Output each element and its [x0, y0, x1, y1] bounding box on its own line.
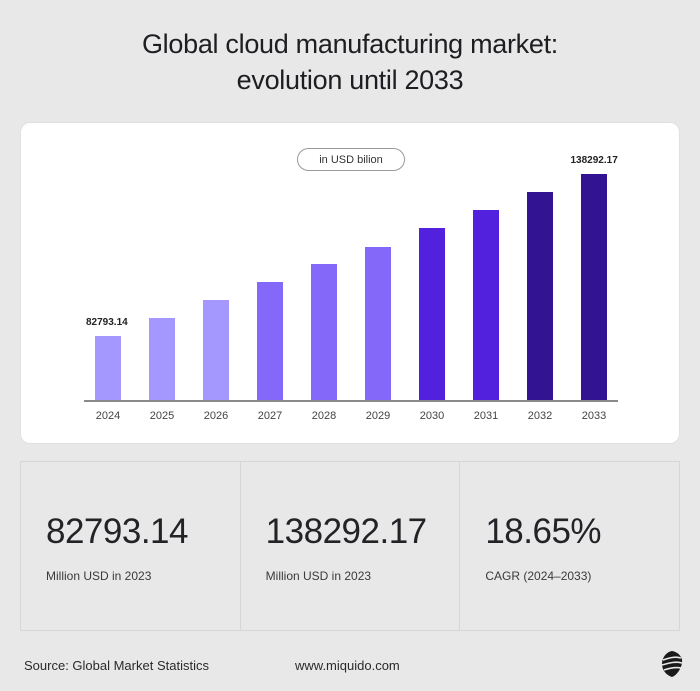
- bar-2024: [95, 336, 121, 400]
- x-tick-label: 2031: [473, 410, 499, 422]
- x-tick-label: 2028: [311, 410, 337, 422]
- x-tick-label: 2032: [527, 410, 553, 422]
- bar-2033: [581, 174, 607, 400]
- unit-pill: in USD bilion: [297, 148, 405, 171]
- website-link[interactable]: www.miquido.com: [295, 658, 400, 673]
- stat-cagr: 18.65% CAGR (2024–2033): [460, 462, 679, 630]
- title-line-2: evolution until 2033: [236, 65, 464, 95]
- stat-end-value: 138292.17 Million USD in 2023: [241, 462, 461, 630]
- stat-value: 18.65%: [485, 512, 602, 551]
- bar-2029: [365, 247, 391, 400]
- bar-2025: [149, 318, 175, 400]
- stat-value: 138292.17: [265, 512, 427, 551]
- x-tick-label: 2024: [95, 410, 121, 422]
- bar-2026: [203, 300, 229, 400]
- bar-2027: [257, 282, 283, 400]
- x-axis-baseline: [84, 400, 618, 402]
- value-label-2033: 138292.17: [570, 155, 618, 166]
- stat-value: 82793.14: [46, 512, 188, 551]
- x-tick-label: 2027: [257, 410, 283, 422]
- x-tick-label: 2026: [203, 410, 229, 422]
- value-label-2024: 82793.14: [86, 317, 128, 328]
- chart-card: in USD bilion 2024 2025 2026 2027 2028 2029 20…: [20, 122, 680, 444]
- stat-label: Million USD in 2023: [46, 569, 152, 583]
- x-tick-label: 2033: [581, 410, 607, 422]
- bar-plot: 2024 2025 2026 2027 2028 2029 2030 2031 2032 2033…: [21, 123, 681, 445]
- bar-2031: [473, 210, 499, 400]
- bar-2030: [419, 228, 445, 400]
- bar-2028: [311, 264, 337, 400]
- x-tick-label: 2030: [419, 410, 445, 422]
- title-line-1: Global cloud manufacturing market:: [141, 29, 558, 59]
- stat-label: Million USD in 2023: [265, 569, 372, 583]
- x-tick-label: 2029: [365, 410, 391, 422]
- page-title: Global cloud manufacturing market: evolu…: [0, 26, 700, 98]
- stat-start-value: 82793.14 Million USD in 2023: [21, 462, 241, 630]
- x-tick-label: 2025: [149, 410, 175, 422]
- stat-label: CAGR (2024–2033): [485, 569, 592, 583]
- source-text: Source: Global Market Statistics: [24, 658, 209, 673]
- stats-grid: 82793.14 Million USD in 2023 138292.17 M…: [20, 461, 680, 631]
- bar-2032: [527, 192, 553, 400]
- miquido-logo-icon: [661, 651, 683, 677]
